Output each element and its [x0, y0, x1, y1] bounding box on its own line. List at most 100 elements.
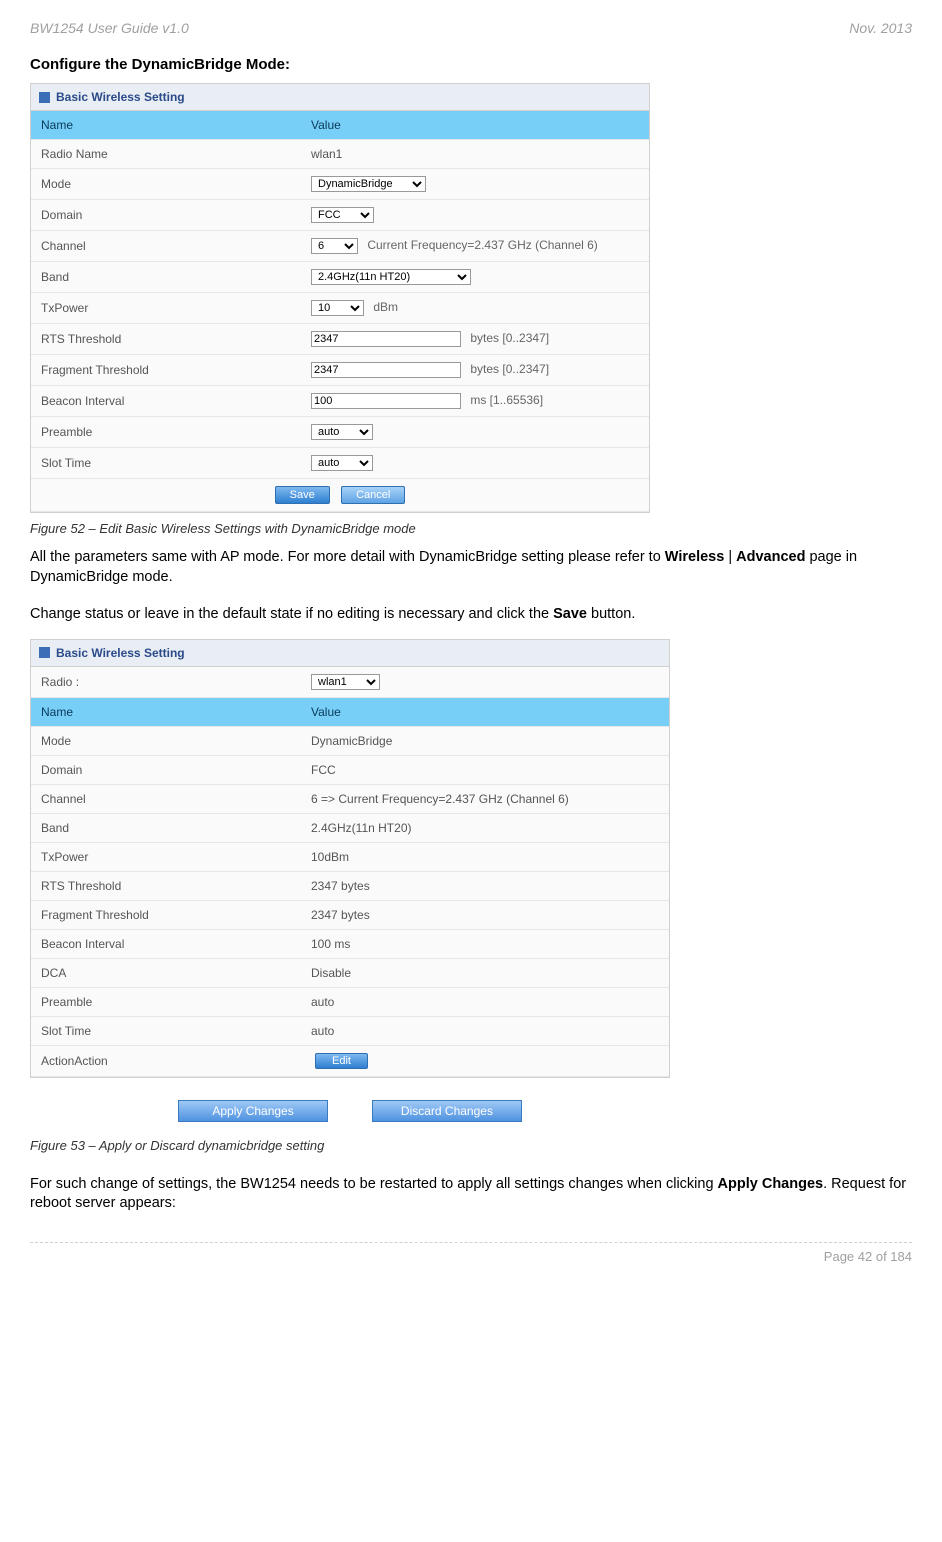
row-beacon: Beacon Interval ms [1..65536]	[31, 386, 649, 417]
cell-label: Preamble	[31, 987, 301, 1016]
settings-table-view: Radio : wlan1 Name Value ModeDynamicBrid…	[31, 667, 669, 1077]
cell-value: 100 ms	[301, 929, 669, 958]
doc-header-right: Nov. 2013	[849, 20, 912, 36]
cell-label: RTS Threshold	[31, 871, 301, 900]
edit-button[interactable]: Edit	[315, 1053, 368, 1069]
mode-select[interactable]: DynamicBridge	[311, 176, 426, 192]
row-radio-select: Radio : wlan1	[31, 667, 669, 698]
row-domain: Domain FCC	[31, 200, 649, 231]
domain-select[interactable]: FCC	[311, 207, 374, 223]
row-channel: Channel 6 Current Frequency=2.437 GHz (C…	[31, 231, 649, 262]
row-band: Band 2.4GHz(11n HT20)	[31, 262, 649, 293]
cell-label: Band	[31, 262, 301, 293]
cell-value: DynamicBridge	[301, 726, 669, 755]
cell-label: Channel	[31, 784, 301, 813]
basic-wireless-panel-edit: Basic Wireless Setting Name Value Radio …	[30, 83, 650, 513]
para-lead2: Change status or leave in the default st…	[30, 605, 910, 625]
cell-value: auto	[301, 987, 669, 1016]
cancel-button[interactable]: Cancel	[341, 486, 405, 504]
doc-header: BW1254 User Guide v1.0 Nov. 2013	[30, 20, 912, 36]
table-header-row: Name Value	[31, 697, 669, 726]
cell-value: FCC	[301, 755, 669, 784]
beacon-aux: ms [1..65536]	[470, 393, 543, 407]
table-row: DomainFCC	[31, 755, 669, 784]
table-row: RTS Threshold2347 bytes	[31, 871, 669, 900]
doc-header-left: BW1254 User Guide v1.0	[30, 20, 189, 36]
txpower-select[interactable]: 10	[311, 300, 364, 316]
cell-label: TxPower	[31, 293, 301, 324]
cell-value: 6 => Current Frequency=2.437 GHz (Channe…	[301, 784, 669, 813]
para-after-fig53: For such change of settings, the BW1254 …	[30, 1175, 910, 1214]
preamble-select[interactable]: auto	[311, 424, 373, 440]
table-row: Fragment Threshold2347 bytes	[31, 900, 669, 929]
row-txpower: TxPower 10 dBm	[31, 293, 649, 324]
para-after-fig52: All the parameters same with AP mode. Fo…	[30, 548, 910, 587]
channel-aux: Current Frequency=2.437 GHz (Channel 6)	[367, 238, 597, 252]
discard-changes-button[interactable]: Discard Changes	[372, 1100, 522, 1122]
th-value: Value	[301, 697, 669, 726]
cell-label: RTS Threshold	[31, 324, 301, 355]
cell-label: Channel	[31, 231, 301, 262]
cell-label: Fragment Threshold	[31, 355, 301, 386]
cell-label: Mode	[31, 169, 301, 200]
panel-title: Basic Wireless Setting	[56, 90, 185, 104]
band-select[interactable]: 2.4GHz(11n HT20)	[311, 269, 471, 285]
table-row: Preambleauto	[31, 987, 669, 1016]
frag-aux: bytes [0..2347]	[470, 362, 549, 376]
row-rts: RTS Threshold bytes [0..2347]	[31, 324, 649, 355]
panel-title: Basic Wireless Setting	[56, 646, 185, 660]
beacon-input[interactable]	[311, 393, 461, 409]
basic-wireless-panel-view: Basic Wireless Setting Radio : wlan1 Nam…	[30, 639, 670, 1078]
cell-value: wlan1	[301, 140, 649, 169]
row-mode: Mode DynamicBridge	[31, 169, 649, 200]
cell-label: Slot Time	[31, 1016, 301, 1045]
cell-value: 2347 bytes	[301, 900, 669, 929]
row-radio-name: Radio Name wlan1	[31, 140, 649, 169]
cell-label: Domain	[31, 200, 301, 231]
cell-label: ActionAction	[31, 1045, 301, 1076]
cell-label: Preamble	[31, 417, 301, 448]
doc-footer: Page 42 of 184	[30, 1242, 912, 1264]
table-row: DCADisable	[31, 958, 669, 987]
cell-label: Radio Name	[31, 140, 301, 169]
page-number: Page 42 of 184	[824, 1249, 912, 1264]
table-row: Channel6 => Current Frequency=2.437 GHz …	[31, 784, 669, 813]
radio-select[interactable]: wlan1	[311, 674, 380, 690]
cell-label: DCA	[31, 958, 301, 987]
cell-label: Fragment Threshold	[31, 900, 301, 929]
panel-head: Basic Wireless Setting	[31, 640, 669, 667]
th-value: Value	[301, 111, 649, 140]
cell-label: Beacon Interval	[31, 929, 301, 958]
cell-label: TxPower	[31, 842, 301, 871]
section1-title: Configure the DynamicBridge Mode:	[30, 56, 912, 73]
table-row: Slot Timeauto	[31, 1016, 669, 1045]
cell-label: Beacon Interval	[31, 386, 301, 417]
cell-value: 10dBm	[301, 842, 669, 871]
table-row: Band2.4GHz(11n HT20)	[31, 813, 669, 842]
apply-changes-button[interactable]: Apply Changes	[178, 1100, 328, 1122]
save-button[interactable]: Save	[275, 486, 330, 504]
txpower-aux: dBm	[373, 300, 398, 314]
figure52-caption: Figure 52 – Edit Basic Wireless Settings…	[30, 521, 912, 536]
channel-select[interactable]: 6	[311, 238, 358, 254]
cell-value: auto	[301, 1016, 669, 1045]
panel-icon	[39, 92, 50, 103]
rts-input[interactable]	[311, 331, 461, 347]
cell-label: Domain	[31, 755, 301, 784]
cell-value: 2347 bytes	[301, 871, 669, 900]
fragment-input[interactable]	[311, 362, 461, 378]
table-row: TxPower10dBm	[31, 842, 669, 871]
slot-select[interactable]: auto	[311, 455, 373, 471]
panel-head: Basic Wireless Setting	[31, 84, 649, 111]
settings-table-edit: Name Value Radio Name wlan1 Mode Dynamic…	[31, 111, 649, 512]
cell-label: Mode	[31, 726, 301, 755]
table-header-row: Name Value	[31, 111, 649, 140]
row-fragment: Fragment Threshold bytes [0..2347]	[31, 355, 649, 386]
cell-value: Disable	[301, 958, 669, 987]
th-name: Name	[31, 111, 301, 140]
row-preamble: Preamble auto	[31, 417, 649, 448]
table-row: ModeDynamicBridge	[31, 726, 669, 755]
row-slot: Slot Time auto	[31, 448, 649, 479]
th-name: Name	[31, 697, 301, 726]
row-action: ActionAction Edit	[31, 1045, 669, 1076]
